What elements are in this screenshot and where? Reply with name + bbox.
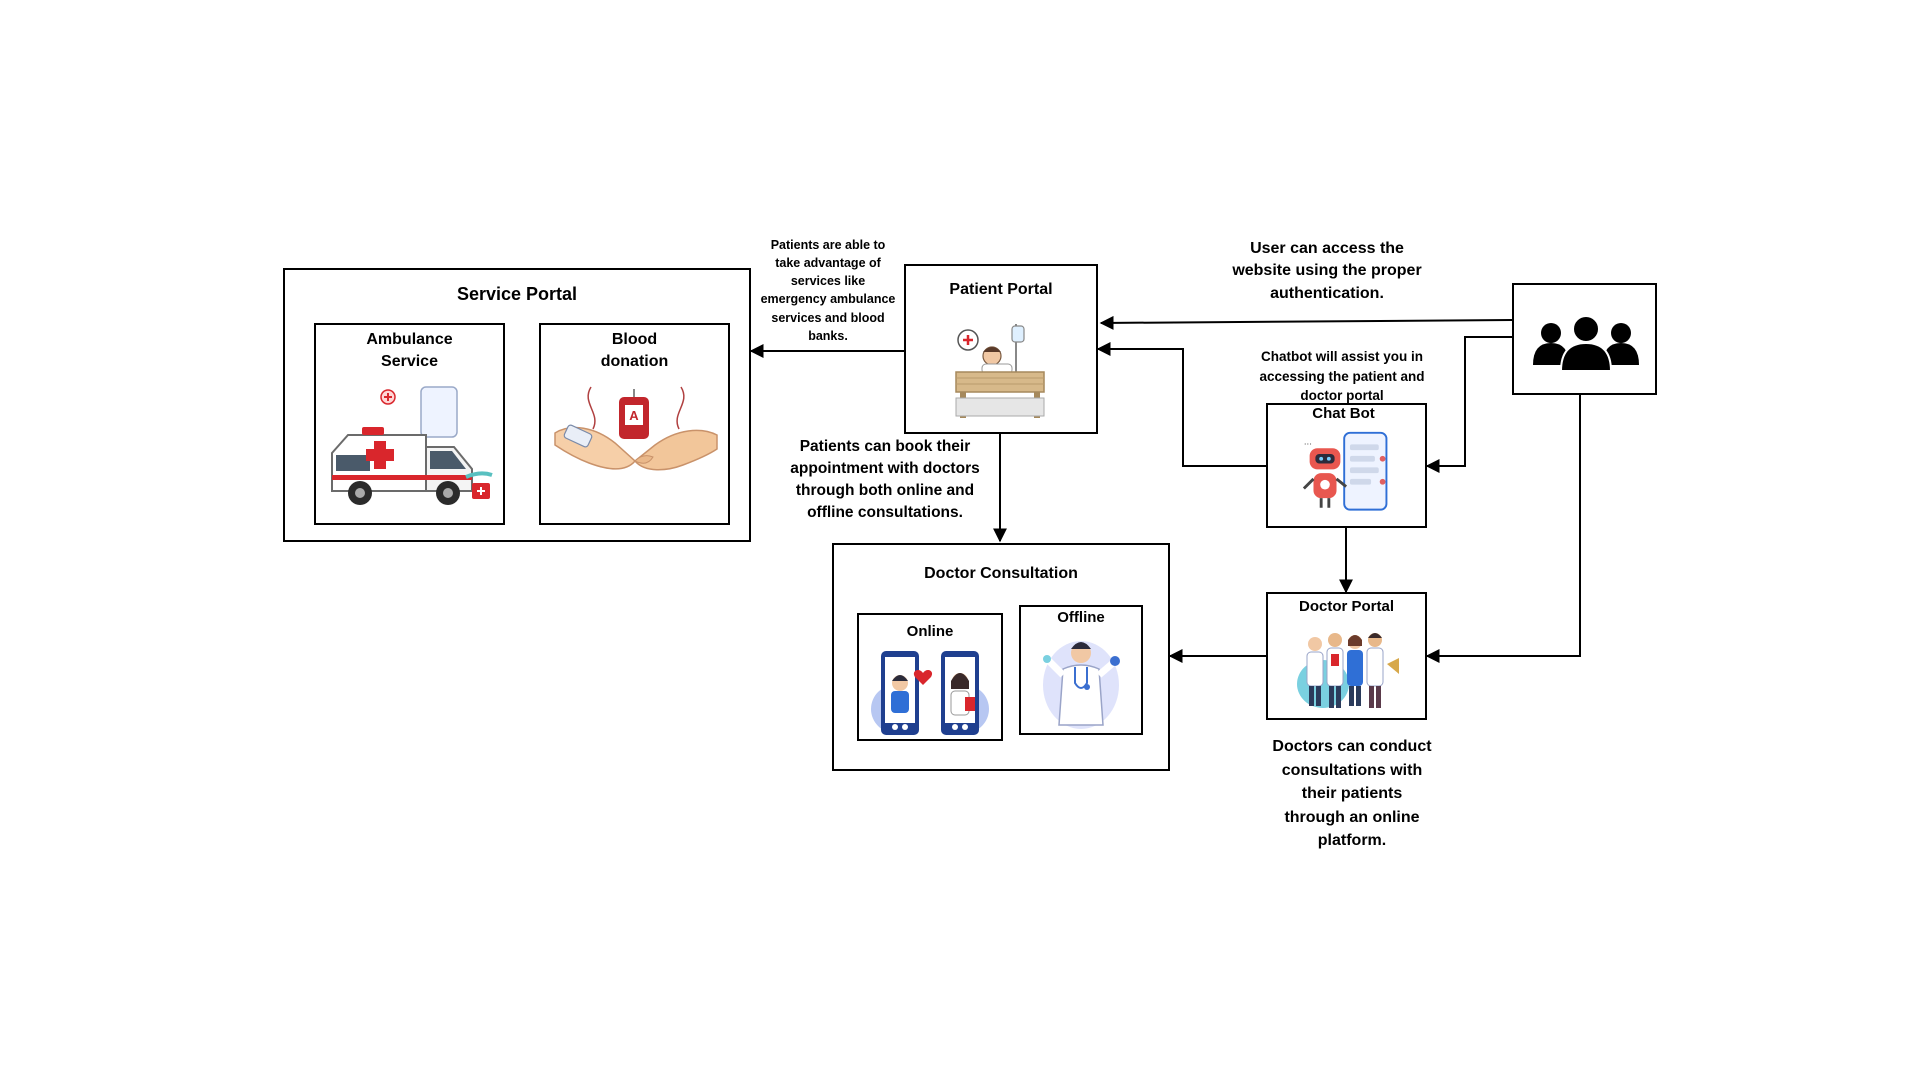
doctor-icon — [1043, 641, 1120, 729]
online-label: Online — [906, 623, 954, 640]
patient-bed-icon — [955, 324, 1045, 418]
services-note-line: Patients are able to — [770, 238, 886, 252]
blood-bag-letter: A — [629, 408, 639, 423]
patient-portal-box: Patient Portal — [904, 264, 1098, 434]
services-note-line: banks. — [808, 328, 848, 343]
blood-label-line2: donation — [600, 352, 669, 370]
chat-bot-box: Chat Bot ... — [1266, 403, 1427, 528]
access-note-line: User can access the — [1250, 240, 1404, 257]
services-note-line: services and blood — [771, 310, 885, 325]
services-note-line: services like — [790, 274, 866, 289]
doctor-portal-title: Doctor Portal — [1298, 598, 1394, 615]
offline-box: Offline — [1019, 605, 1143, 735]
svg-text:...: ... — [1304, 436, 1312, 447]
access-note: User can access the website using the pr… — [1212, 238, 1442, 305]
ambulance-icon — [331, 386, 493, 505]
user-group-icon — [1533, 315, 1639, 372]
services-note-line: take advantage of — [775, 256, 881, 271]
booking-note-line: through both online and — [795, 482, 975, 499]
doctors-note-line: through an online — [1284, 808, 1420, 826]
chat-bot-title: Chat Bot — [1312, 405, 1375, 422]
chatbot-note-line: Chatbot will assist you in — [1260, 349, 1424, 364]
arrow-users-to-doctor-portal — [1425, 394, 1581, 663]
booking-note-line: appointment with doctors — [790, 460, 980, 477]
ambulance-label-line2: Service — [381, 352, 438, 370]
doctors-note-line: Doctors can conduct — [1272, 738, 1432, 755]
blood-bag-icon: A — [554, 386, 718, 471]
chatbot-note: Chatbot will assist you in accessing the… — [1232, 347, 1452, 406]
service-portal-box: Service Portal Ambulance Service B — [283, 268, 751, 542]
doctors-group-icon — [1297, 633, 1399, 708]
doctor-portal-box: Doctor Portal — [1266, 592, 1427, 720]
booking-note-line: offline consultations. — [807, 504, 963, 521]
doctors-note-line: platform. — [1317, 832, 1387, 850]
doctors-note-line: their patients — [1301, 785, 1403, 803]
doctor-consultation-box: Doctor Consultation Online Offline — [832, 543, 1170, 771]
booking-note: Patients can book their appointment with… — [770, 436, 1000, 524]
service-portal-title: Service Portal — [456, 284, 578, 304]
access-note-line: authentication. — [1270, 284, 1384, 302]
booking-note-line: Patients can book their — [799, 438, 971, 455]
chatbot-note-line: doctor portal — [1300, 388, 1384, 404]
blood-donation-box: Blood donation A — [539, 323, 730, 525]
arrow-users-to-patient-portal — [1099, 315, 1513, 330]
patient-portal-title: Patient Portal — [949, 281, 1053, 298]
robot-phone-icon: ... — [1302, 431, 1388, 511]
doctors-note-line: consultations with — [1281, 761, 1423, 779]
access-note-line: website using the proper — [1232, 262, 1422, 280]
offline-label: Offline — [1057, 609, 1105, 626]
online-box: Online — [857, 613, 1003, 741]
chatbot-note-line: accessing the patient and — [1259, 368, 1425, 384]
blood-label-line1: Blood — [611, 331, 658, 348]
services-note-line: emergency ambulance — [760, 292, 896, 307]
ambulance-label-line1: Ambulance — [366, 331, 453, 348]
doctor-consultation-title: Doctor Consultation — [924, 565, 1078, 582]
users-box — [1512, 283, 1657, 395]
doctors-note: Doctors can conduct consultations with t… — [1246, 735, 1458, 853]
video-call-icon — [871, 651, 989, 735]
ambulance-service-box: Ambulance Service — [314, 323, 505, 525]
services-note: Patients are able to take advantage of s… — [748, 236, 908, 345]
